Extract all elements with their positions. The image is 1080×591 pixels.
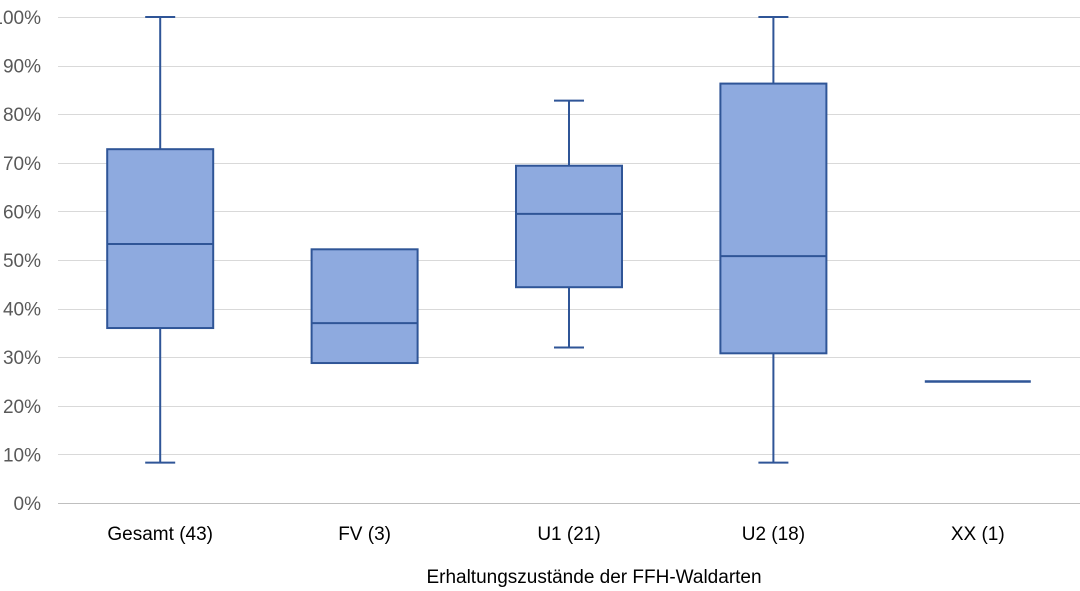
x-category-label: Gesamt (43) [107, 524, 213, 545]
y-tick-label: 60% [3, 202, 41, 223]
box-iqr [106, 148, 215, 330]
box-iqr [310, 248, 419, 365]
box-0 [106, 16, 215, 464]
y-axis-ticks: 0% 10% 20% 30% 40% 50% 60% 70% 80% 90% 100% [0, 8, 41, 515]
box-1 [310, 248, 419, 365]
box-3 [719, 16, 828, 464]
y-tick-label: 100% [0, 8, 41, 29]
y-tick-label: 10% [3, 445, 41, 466]
box-2 [515, 99, 623, 349]
y-tick-label: 70% [3, 154, 41, 175]
y-tick-label: 0% [14, 494, 42, 515]
box-iqr [719, 82, 828, 355]
x-category-label: XX (1) [951, 524, 1005, 545]
box-iqr [515, 164, 623, 289]
y-tick-label: 30% [3, 348, 41, 369]
x-axis-label: Erhaltungszustände der FFH-Waldarten [426, 567, 761, 588]
x-category-label: U2 (18) [742, 524, 805, 545]
y-tick-label: 40% [3, 300, 41, 321]
y-tick-label: 90% [3, 57, 41, 78]
boxes [106, 16, 1031, 464]
y-tick-label: 50% [3, 251, 41, 272]
y-tick-label: 20% [3, 397, 41, 418]
y-tick-label: 80% [3, 105, 41, 126]
x-category-label: U1 (21) [537, 524, 600, 545]
x-axis-categories: Gesamt (43) FV (3) U1 (21) U2 (18) XX (1) [107, 524, 1004, 545]
x-category-label: FV (3) [338, 524, 391, 545]
